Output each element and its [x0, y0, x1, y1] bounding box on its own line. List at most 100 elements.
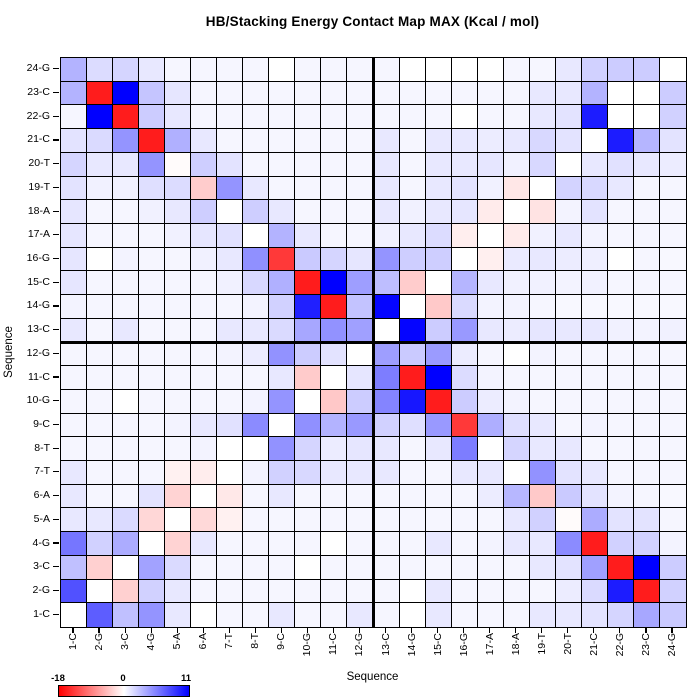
heatmap-cell	[399, 295, 426, 319]
heatmap-cell	[399, 176, 426, 201]
heatmap-cell	[425, 342, 452, 367]
heatmap-cell	[269, 389, 296, 414]
heatmap-cell	[113, 271, 140, 296]
heatmap-cell	[607, 200, 634, 224]
heatmap-cell	[321, 508, 348, 533]
heatmap-cell	[581, 129, 608, 153]
heatmap-cell	[61, 200, 88, 224]
heatmap-cell	[243, 342, 270, 367]
x-axis-label: 9-C	[275, 633, 288, 650]
x-axis-tick	[671, 627, 673, 633]
y-axis-label: 1-C	[33, 607, 50, 620]
x-axis-label: 15-C	[431, 633, 444, 656]
heatmap-cell	[503, 389, 530, 414]
heatmap-cell	[425, 389, 452, 414]
heatmap-cell	[529, 318, 556, 343]
heatmap-cell	[451, 271, 478, 296]
heatmap-cell	[217, 508, 244, 533]
heatmap-cell	[581, 200, 608, 224]
heatmap-cell	[269, 200, 296, 224]
y-axis-tick	[53, 376, 59, 378]
heatmap-cell	[113, 223, 140, 248]
heatmap-cell	[113, 413, 140, 438]
heatmap-cell	[191, 58, 218, 82]
heatmap-cell	[139, 152, 166, 177]
y-axis-tick	[53, 613, 59, 615]
x-axis-tick	[280, 627, 282, 633]
heatmap-cell	[113, 366, 140, 390]
heatmap-cell	[139, 508, 166, 533]
heatmap-cell	[633, 58, 660, 82]
heatmap-cell	[373, 295, 400, 319]
heatmap-cell	[113, 58, 140, 82]
colorbar-zero-label: 0	[120, 673, 126, 684]
x-axis-label: 8-T	[249, 633, 262, 649]
x-axis-label: 14-G	[405, 633, 418, 657]
heatmap-cell	[269, 461, 296, 485]
heatmap-cell	[555, 461, 582, 485]
heatmap-cell	[191, 295, 218, 319]
heatmap-cell	[191, 176, 218, 201]
heatmap-cell	[503, 342, 530, 367]
heatmap-cell	[399, 508, 426, 533]
y-axis-label: 16-G	[26, 252, 50, 265]
heatmap-cell	[373, 437, 400, 462]
heatmap-cell	[243, 81, 270, 106]
heatmap-cell	[529, 152, 556, 177]
heatmap-cell	[581, 603, 608, 627]
y-axis-title: Sequence	[3, 326, 15, 378]
heatmap-cell	[425, 413, 452, 438]
heatmap-cell	[503, 152, 530, 177]
heatmap-cell	[87, 81, 114, 106]
heatmap-cell	[451, 318, 478, 343]
heatmap-cell	[451, 461, 478, 485]
heatmap-cell	[607, 81, 634, 106]
heatmap-cell	[425, 247, 452, 272]
heatmap-cell	[217, 81, 244, 106]
heatmap-cell	[295, 366, 322, 390]
heatmap-cell	[165, 318, 192, 343]
heatmap-cell	[165, 81, 192, 106]
x-axis-tick	[98, 627, 100, 633]
heatmap-cell	[321, 105, 348, 130]
heatmap-cell	[373, 247, 400, 272]
heatmap-cell	[243, 508, 270, 533]
heatmap-cell	[633, 129, 660, 153]
heatmap-cell	[347, 461, 374, 485]
heatmap-cell	[243, 579, 270, 604]
heatmap-cell	[477, 295, 504, 319]
heatmap-cell	[347, 318, 374, 343]
heatmap-cell	[139, 81, 166, 106]
heatmap-cell	[659, 366, 686, 390]
heatmap-cell	[503, 437, 530, 462]
heatmap-cell	[113, 129, 140, 153]
heatmap-cell	[321, 129, 348, 153]
x-axis-label: 3-C	[119, 633, 132, 650]
x-axis-label: 13-C	[379, 633, 392, 656]
heatmap-cell	[477, 176, 504, 201]
heatmap-cell	[321, 223, 348, 248]
heatmap-cell	[555, 437, 582, 462]
heatmap-cell	[451, 295, 478, 319]
heatmap-cell	[113, 532, 140, 556]
heatmap-cell	[659, 532, 686, 556]
heatmap-cell	[191, 271, 218, 296]
heatmap-cell	[503, 271, 530, 296]
heatmap-cell	[451, 129, 478, 153]
heatmap-cell	[243, 271, 270, 296]
heatmap-cell	[503, 366, 530, 390]
heatmap-cell	[269, 508, 296, 533]
x-axis-label: 4-G	[145, 633, 158, 651]
heatmap-cell	[373, 129, 400, 153]
heatmap-cell	[477, 58, 504, 82]
heatmap-cell	[503, 508, 530, 533]
heatmap-cell	[165, 532, 192, 556]
heatmap-cell	[295, 58, 322, 82]
heatmap-cell	[607, 389, 634, 414]
heatmap-cell	[399, 105, 426, 130]
heatmap-cell	[581, 579, 608, 604]
heatmap-cell	[503, 603, 530, 627]
heatmap-cell	[659, 342, 686, 367]
x-axis-tick	[202, 627, 204, 633]
heatmap-cell	[87, 342, 114, 367]
